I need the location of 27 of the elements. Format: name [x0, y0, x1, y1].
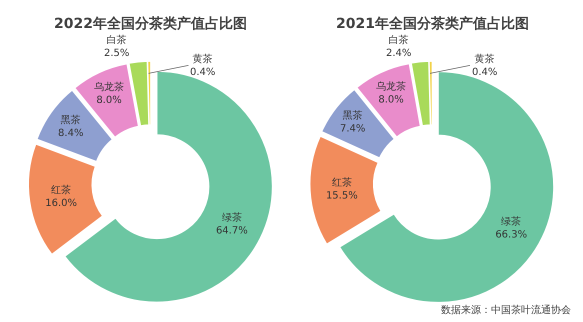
- slice-label: 白茶: [106, 34, 127, 46]
- slice-label: 黄茶: [192, 53, 213, 65]
- chart-title: 2021年全国分茶类产值占比图: [336, 15, 529, 32]
- data-label: 2.4%: [386, 48, 412, 59]
- slice-label: 绿茶: [222, 212, 242, 224]
- data-label: 8.0%: [96, 95, 122, 106]
- slice-label: 红茶: [51, 184, 72, 196]
- slice-label: 乌龙茶: [376, 80, 406, 93]
- data-label: 0.4%: [472, 67, 498, 78]
- chart-title: 2022年全国分茶类产值占比图: [54, 15, 247, 32]
- source-note: 数据来源：中国茶叶流通协会: [441, 304, 571, 316]
- data-label: 64.7%: [216, 226, 248, 237]
- data-label: 66.3%: [495, 230, 528, 241]
- slice-label: 乌龙茶: [94, 81, 124, 94]
- slice-label: 黑茶: [60, 114, 81, 126]
- data-label: 0.4%: [190, 67, 216, 78]
- data-label: 2.5%: [104, 48, 130, 59]
- data-label: 8.4%: [58, 128, 84, 139]
- slice-label: 黑茶: [342, 109, 363, 122]
- data-label: 16.0%: [45, 198, 78, 210]
- slice-label: 红茶: [332, 176, 352, 189]
- data-label: 7.4%: [340, 123, 366, 134]
- slice-label: 黄茶: [474, 53, 495, 65]
- slice-label: 绿茶: [501, 216, 522, 228]
- data-label: 8.0%: [378, 94, 404, 106]
- slice-label: 白茶: [388, 34, 409, 46]
- data-label: 15.5%: [326, 190, 358, 202]
